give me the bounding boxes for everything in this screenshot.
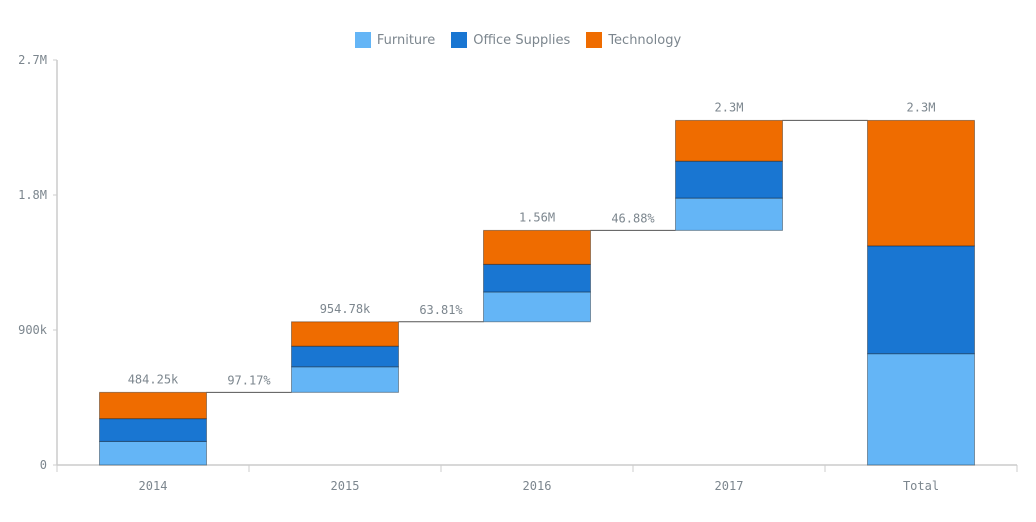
bar-2015-technology [291, 321, 399, 347]
legend-item-office-supplies[interactable]: Office Supplies [451, 32, 570, 48]
legend-item-furniture[interactable]: Furniture [354, 32, 436, 48]
x-tick-label: 2017 [715, 479, 744, 493]
x-tick-label: 2015 [331, 479, 360, 493]
y-tick-label: 0 [40, 458, 47, 472]
bar-2017-office-supplies [675, 160, 783, 199]
legend-label: Office Supplies [473, 32, 571, 48]
x-tick-label: 2014 [139, 479, 168, 493]
bar-2017-technology [675, 119, 783, 162]
bar-total-label: 2.3M [715, 100, 744, 114]
legend-item-technology[interactable]: Technology [586, 32, 681, 48]
bar-total-label: 954.78k [320, 302, 371, 316]
legend: Furniture Office Supplies Technology [0, 32, 1036, 48]
bar-2014-furniture [99, 440, 207, 466]
x-tick-label: Total [903, 479, 939, 493]
x-tick-label: 2016 [523, 479, 552, 493]
legend-swatch [354, 32, 371, 48]
bar-2016-furniture [483, 291, 591, 323]
y-tick-label: 1.8M [18, 188, 47, 202]
bar-total-label: 2.3M [907, 100, 936, 114]
bar-2014-office-supplies [99, 418, 207, 442]
connector-label: 97.17% [227, 373, 271, 387]
bar-2016-office-supplies [483, 263, 591, 293]
legend-label: Furniture [376, 32, 436, 48]
connector-label: 63.81% [419, 303, 463, 317]
legend-label: Technology [608, 32, 682, 48]
bar-total-label: 1.56M [519, 210, 555, 224]
bar-2014-technology [99, 391, 207, 420]
bar-2017-furniture [675, 197, 783, 231]
bar-total-technology [867, 119, 975, 247]
bar-total-office-supplies [867, 245, 975, 355]
legend-swatch [586, 32, 603, 48]
y-tick-label: 900k [18, 323, 48, 337]
bar-2015-office-supplies [291, 345, 399, 368]
bar-2016-technology [483, 229, 591, 265]
bar-total-furniture [867, 353, 975, 466]
connector-label: 46.88% [611, 211, 655, 225]
y-tick-label: 2.7M [18, 53, 47, 67]
bar-total-label: 484.25k [128, 372, 179, 386]
bar-2015-furniture [291, 366, 399, 393]
legend-swatch [451, 32, 468, 48]
